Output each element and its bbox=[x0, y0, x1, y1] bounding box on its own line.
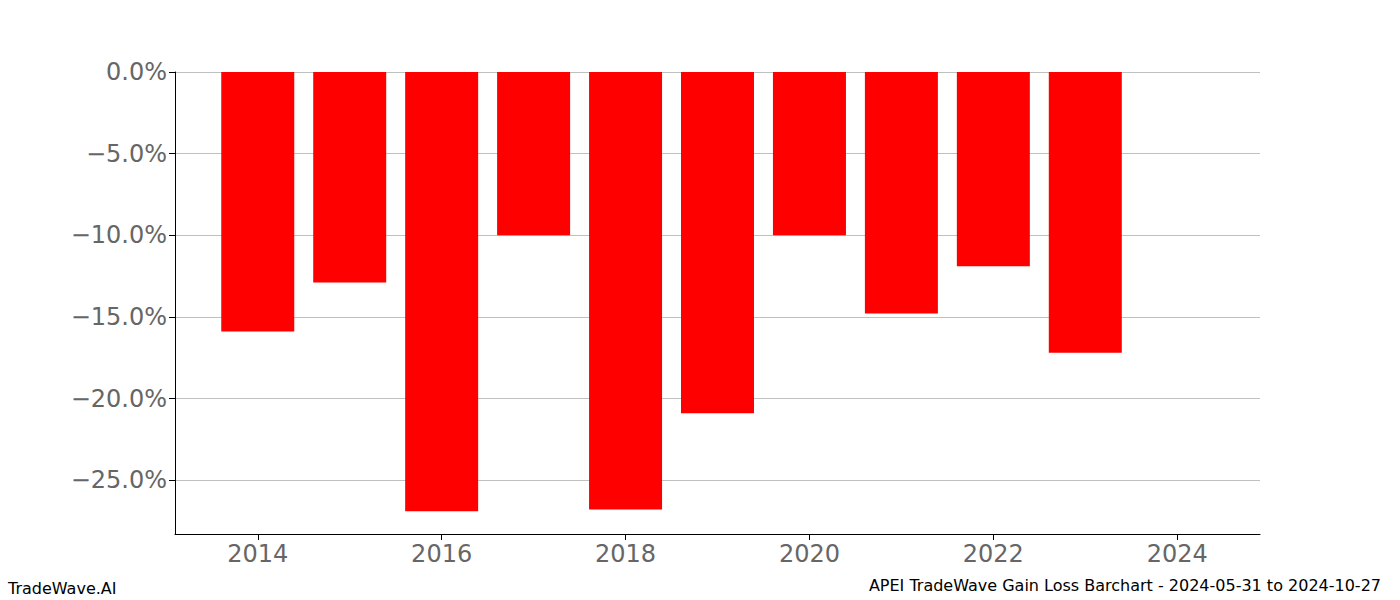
svg-text:2018: 2018 bbox=[595, 540, 656, 568]
svg-text:−5.0%: −5.0% bbox=[86, 140, 167, 168]
svg-text:−10.0%: −10.0% bbox=[71, 221, 167, 249]
svg-text:−20.0%: −20.0% bbox=[71, 385, 167, 413]
svg-text:0.0%: 0.0% bbox=[106, 58, 167, 86]
svg-text:APEI TradeWave Gain Loss Barch: APEI TradeWave Gain Loss Barchart - 2024… bbox=[869, 576, 1381, 595]
svg-text:2022: 2022 bbox=[963, 540, 1024, 568]
svg-text:2014: 2014 bbox=[227, 540, 288, 568]
svg-text:−15.0%: −15.0% bbox=[71, 303, 167, 331]
svg-text:−25.0%: −25.0% bbox=[71, 466, 167, 494]
svg-text:2024: 2024 bbox=[1147, 540, 1208, 568]
svg-text:2020: 2020 bbox=[779, 540, 840, 568]
svg-text:2016: 2016 bbox=[411, 540, 472, 568]
svg-text:TradeWave.AI: TradeWave.AI bbox=[7, 579, 116, 598]
